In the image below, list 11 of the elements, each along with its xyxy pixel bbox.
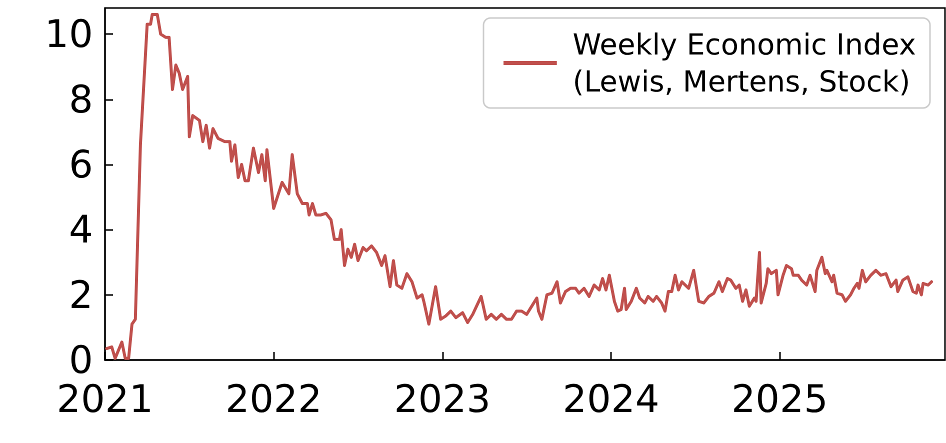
x-tick-label: 2025 [731,377,828,421]
y-tick-label: 10 [44,12,93,56]
y-tick-label: 6 [68,142,93,186]
x-tick-label: 2022 [225,377,322,421]
legend-label: Weekly Economic Index (Lewis, Mertens, Stock) [572,28,916,98]
y-tick-label: 2 [68,272,93,317]
y-tick-label: 8 [68,77,93,122]
x-tick-label: 2023 [394,377,491,421]
y-tick-label: 4 [68,208,93,252]
x-tick-label: 2024 [562,377,660,421]
line-series [105,13,934,360]
